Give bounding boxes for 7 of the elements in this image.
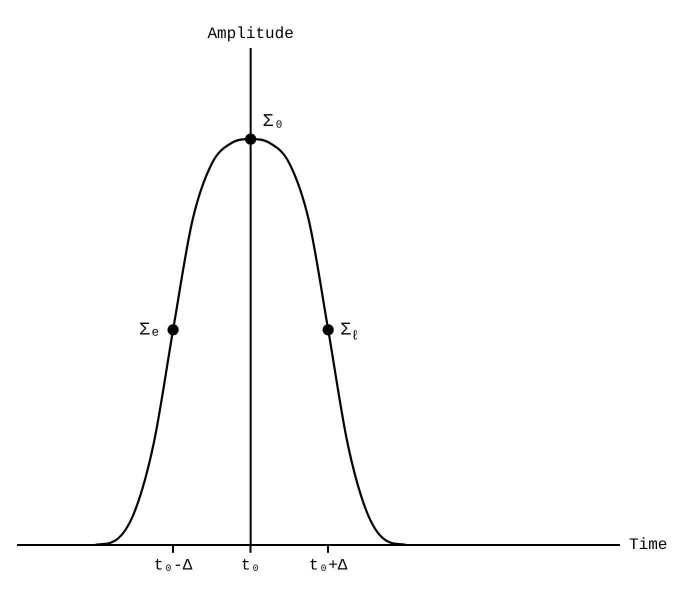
x-tick-label: t₀-Δ [154, 556, 193, 575]
x-tick-label: t₀ [241, 556, 260, 575]
annotation: Σ₀ [262, 112, 284, 132]
ref-line-label: Amplitude [207, 25, 294, 44]
x-tick-label: t₀+Δ [308, 556, 348, 575]
x-axis-title: Time [629, 536, 668, 554]
annotation: Σₑ [139, 320, 161, 341]
